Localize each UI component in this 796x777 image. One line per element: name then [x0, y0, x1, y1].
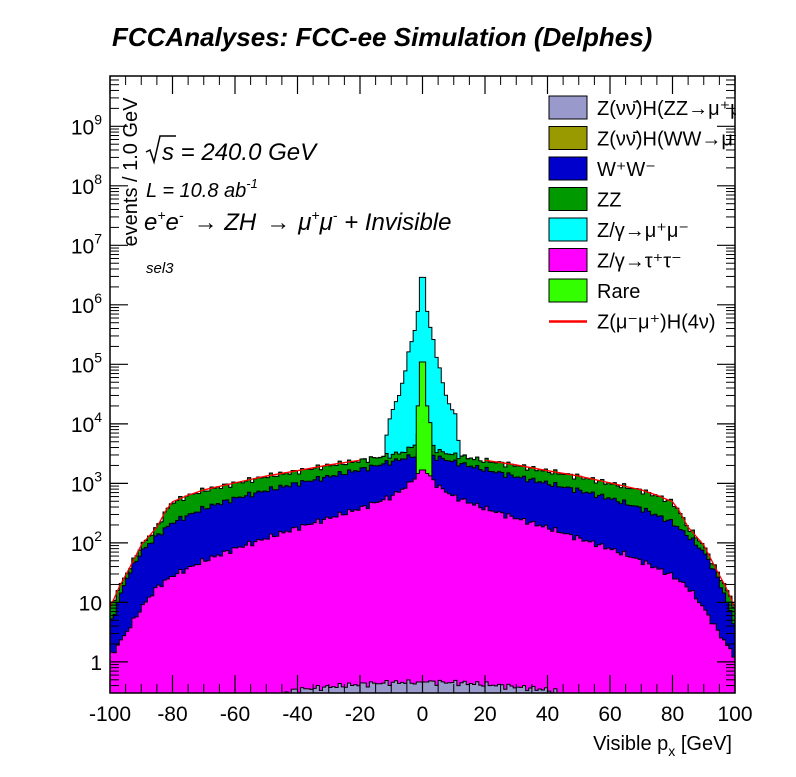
- luminosity-value: L = 10.8 ab: [146, 180, 246, 202]
- legend-swatch: [548, 126, 588, 150]
- x-tick-label: 0: [417, 703, 429, 726]
- axes: -100 -80 -60 -40 -20 0 20 40 60 80 100 1 10 102 103 104…: [71, 75, 753, 726]
- y-tick-label: 105: [71, 349, 102, 377]
- y-tick-label: 10: [79, 592, 102, 615]
- x-tick-label: 40: [536, 703, 559, 726]
- legend-swatch: [548, 187, 588, 211]
- process-e2: e: [166, 209, 179, 236]
- legend-label: Z(μ⁻μ⁺)H(4ν): [597, 312, 716, 334]
- sqrt-s-value: = 240.0 GeV: [174, 139, 318, 166]
- y-tick-label: 108: [71, 171, 102, 199]
- legend-swatch: [548, 95, 588, 120]
- histogram-stack: [110, 276, 735, 693]
- x-tick-label: -20: [345, 703, 375, 726]
- x-tick-label: 20: [473, 703, 496, 726]
- histogram-tautau: [110, 469, 735, 693]
- legend-label: Z/γ→μ⁺μ⁻: [597, 220, 689, 242]
- x-tick-label: -100: [89, 703, 131, 726]
- legend-label: Rare: [597, 281, 640, 303]
- x-tick-label: 60: [598, 703, 621, 726]
- x-axis-label-unit: [GeV]: [675, 733, 732, 755]
- legend-label: Z/γ→τ⁺τ⁻: [597, 251, 682, 273]
- process-e2-sign: -: [179, 207, 184, 223]
- annotation-selection: sel3: [146, 260, 174, 277]
- x-tick-label: 80: [661, 703, 684, 726]
- x-tick-label: -60: [220, 703, 250, 726]
- y-axis-label: events / 1.0 GeV: [120, 97, 142, 247]
- y-tick-label: 1: [90, 652, 102, 675]
- legend-label: Z(νν̄)H(WW→μ⁺νμ: [597, 129, 765, 151]
- process-mu1-sign: +: [311, 207, 319, 223]
- chart-title: FCCAnalyses: FCC-ee Simulation (Delphes): [112, 22, 652, 52]
- legend-swatch: [548, 156, 588, 181]
- x-tick-label: -80: [157, 703, 187, 726]
- legend-swatch: [548, 217, 588, 242]
- annotation-process: e+e- → ZH → μ+μ- + Invisible: [144, 207, 451, 236]
- x-tick-label: -40: [282, 703, 312, 726]
- annotation-sqrt-s: s = 240.0 GeV: [145, 135, 318, 166]
- process-mu1: μ: [297, 209, 311, 236]
- legend-label: Z(νν̄)H(ZZ→μ⁺μ⁻ν⁺ν: [597, 98, 783, 120]
- x-tick-label: 100: [717, 703, 752, 726]
- svg-text:s = 240.0 GeV: s = 240.0 GeV: [162, 139, 318, 166]
- signal-line-right: [484, 459, 735, 608]
- y-tick-label: 109: [71, 111, 102, 139]
- process-e1-sign: +: [157, 207, 165, 223]
- luminosity-exponent: -1: [246, 176, 258, 191]
- sqrt-symbol: [145, 135, 176, 165]
- process-invisible: + Invisible: [337, 209, 451, 236]
- y-tick-label: 102: [71, 528, 102, 556]
- y-tick-label: 106: [71, 290, 102, 318]
- annotation-luminosity: L = 10.8 ab-1: [146, 176, 258, 202]
- y-tick-label: 104: [71, 409, 102, 437]
- x-axis-label: Visible px [GeV]: [593, 733, 732, 759]
- process-arrow: →: [266, 209, 290, 236]
- legend-label: W⁺W⁻: [597, 159, 656, 181]
- process-mu2-sign: -: [333, 207, 338, 223]
- y-tick-label: 103: [71, 468, 102, 496]
- legend-swatch: [548, 278, 588, 303]
- x-axis-label-main: Visible p: [593, 733, 668, 755]
- y-tick-label: 107: [71, 230, 102, 258]
- legend: Z(νν̄)H(ZZ→μ⁺μ⁻ν⁺ν Z(νν̄)H(WW→μ⁺νμ W⁺W⁻ ZZ Z…: [548, 95, 783, 334]
- sqrt-s-symbol: s: [162, 139, 174, 166]
- x-axis-label-sub: x: [668, 743, 675, 759]
- process-mu2: μ: [319, 209, 333, 236]
- legend-swatch: [548, 248, 588, 272]
- legend-label: ZZ: [597, 190, 621, 212]
- signal-line-left: [110, 459, 361, 608]
- process-e1: e: [144, 209, 157, 236]
- process-zh: → ZH: [194, 209, 257, 236]
